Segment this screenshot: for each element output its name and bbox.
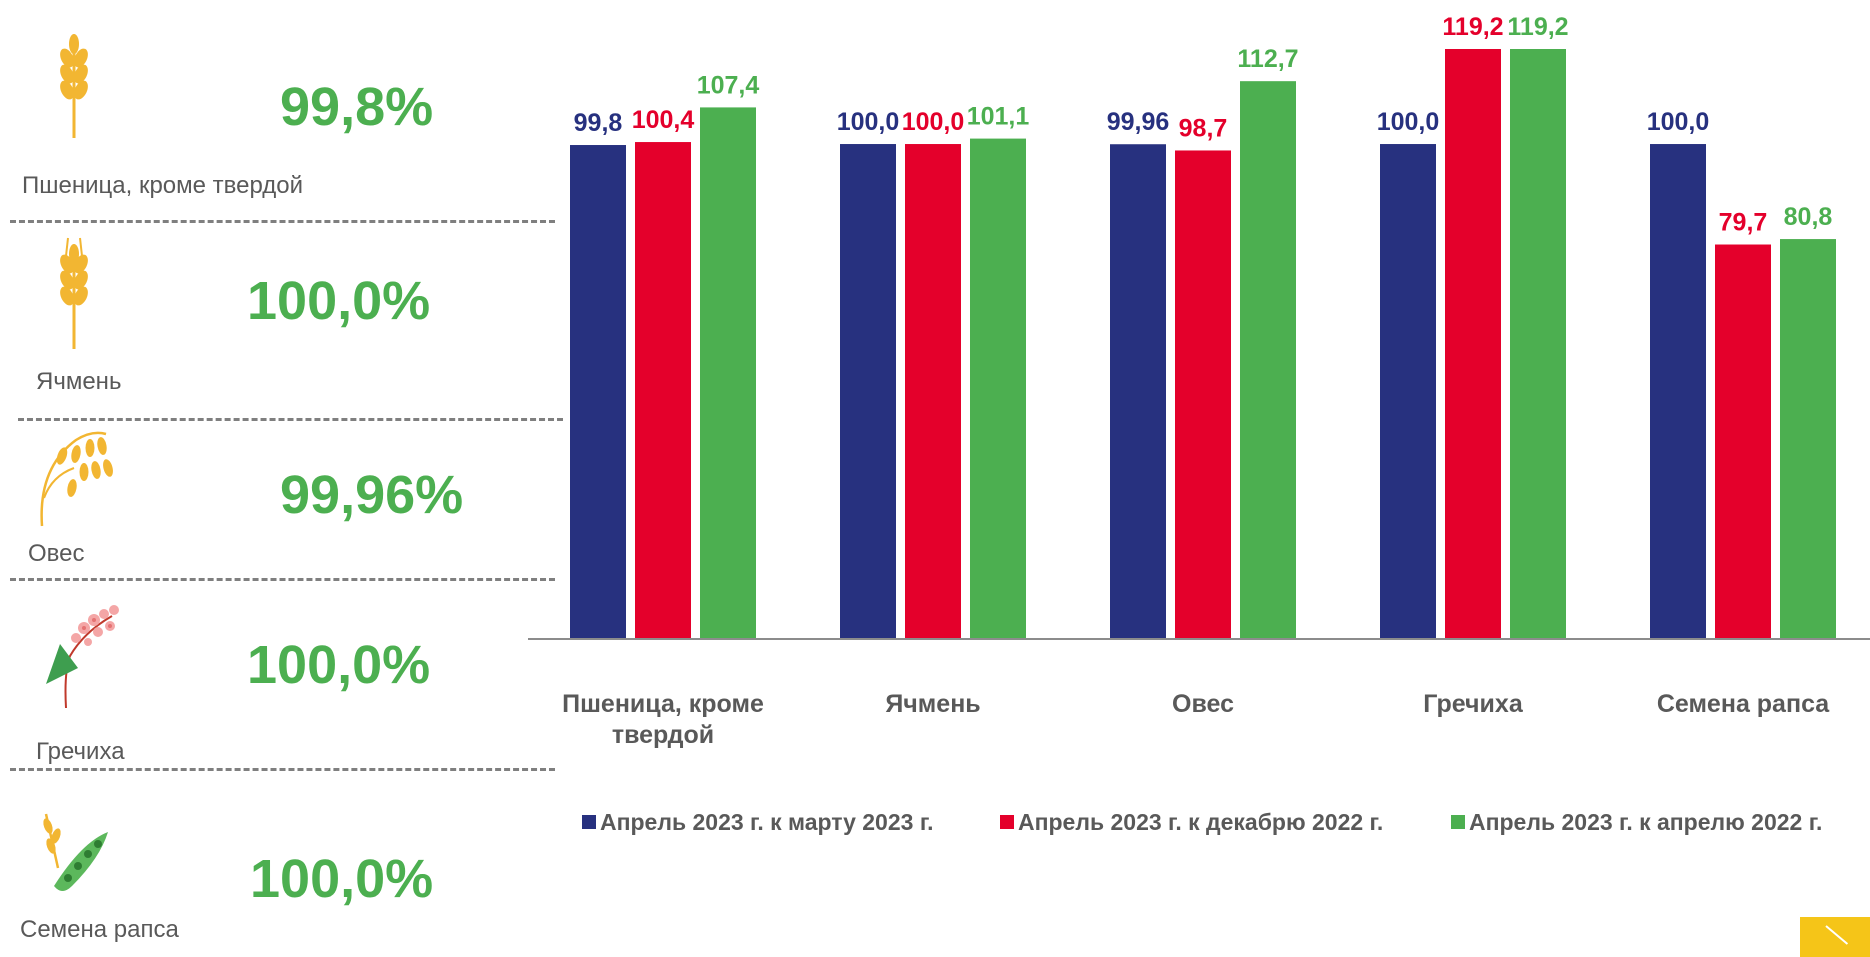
category-label: Овес <box>1172 690 1234 718</box>
legend-swatch <box>1000 815 1014 829</box>
crop-label-oat: Овес <box>28 540 85 567</box>
bar-4-1 <box>1715 244 1771 639</box>
category-label: Ячмень <box>885 690 980 718</box>
bar-0-1 <box>635 142 691 639</box>
divider <box>18 418 563 421</box>
bar-1-0 <box>840 144 896 639</box>
legend-swatch <box>582 815 596 829</box>
data-label: 100,0 <box>902 108 965 136</box>
crop-percent-wheat: 99,8% <box>280 77 434 137</box>
category-label: Пшеница, кроме твердой <box>562 690 764 749</box>
oat-icon <box>40 431 113 527</box>
data-label: 119,2 <box>1442 13 1503 41</box>
barley-icon <box>60 237 88 349</box>
data-label: 100,0 <box>1647 108 1710 136</box>
data-label: 100,4 <box>632 106 695 134</box>
data-label: 98,7 <box>1179 114 1228 142</box>
crop-label-buckwheat: Гречиха <box>36 738 125 765</box>
bar-3-2 <box>1510 49 1566 639</box>
data-label: 107,4 <box>697 71 760 99</box>
bar-0-0 <box>570 145 626 639</box>
crop-label-wheat: Пшеница, кроме твердой <box>22 172 304 199</box>
bar-4-2 <box>1780 239 1836 639</box>
data-label: 99,96 <box>1107 108 1170 136</box>
legend-label: Апрель 2023 г. к апрелю 2022 г. <box>1469 809 1822 835</box>
data-label: 100,0 <box>837 108 900 136</box>
wheat-icon <box>60 34 88 138</box>
crop-percent-rapeseed: 100,0% <box>250 849 434 909</box>
bar-4-0 <box>1650 144 1706 639</box>
bar-3-0 <box>1380 144 1436 639</box>
crop-label-barley: Ячмень <box>36 368 122 395</box>
data-label: 99,8 <box>574 109 623 137</box>
crop-percent-barley: 100,0% <box>247 271 431 331</box>
category-label: Гречиха <box>1423 690 1524 718</box>
data-label: 119,2 <box>1507 13 1568 41</box>
next-slide-button[interactable] <box>1800 917 1870 957</box>
data-label: 100,0 <box>1377 108 1440 136</box>
bar-2-2 <box>1240 81 1296 639</box>
bar-1-2 <box>970 138 1026 639</box>
legend: Апрель 2023 г. к марту 2023 г. Апрель 202… <box>582 809 1822 835</box>
rapeseed-icon <box>43 813 108 891</box>
crop-percent-oat: 99,96% <box>280 465 464 525</box>
bar-1-1 <box>905 144 961 639</box>
bar-3-1 <box>1445 49 1501 639</box>
divider <box>10 578 555 581</box>
crop-label-rapeseed: Семена рапса <box>20 916 179 943</box>
bars-layer <box>570 49 1836 639</box>
buckwheat-icon <box>46 605 119 709</box>
legend-swatch <box>1451 815 1465 829</box>
data-label: 101,1 <box>967 103 1030 131</box>
legend-label: Апрель 2023 г. к декабрю 2022 г. <box>1018 809 1383 835</box>
data-label: 79,7 <box>1719 209 1768 237</box>
divider <box>10 768 555 771</box>
bar-2-1 <box>1175 150 1231 639</box>
legend-label: Апрель 2023 г. к марту 2023 г. <box>600 809 934 835</box>
bar-0-2 <box>700 107 756 639</box>
category-label: Семена рапса <box>1657 690 1830 718</box>
bar-2-0 <box>1110 144 1166 639</box>
data-label: 80,8 <box>1784 203 1833 231</box>
divider <box>10 220 555 223</box>
crop-percent-buckwheat: 100,0% <box>247 635 431 695</box>
data-label: 112,7 <box>1237 45 1298 73</box>
